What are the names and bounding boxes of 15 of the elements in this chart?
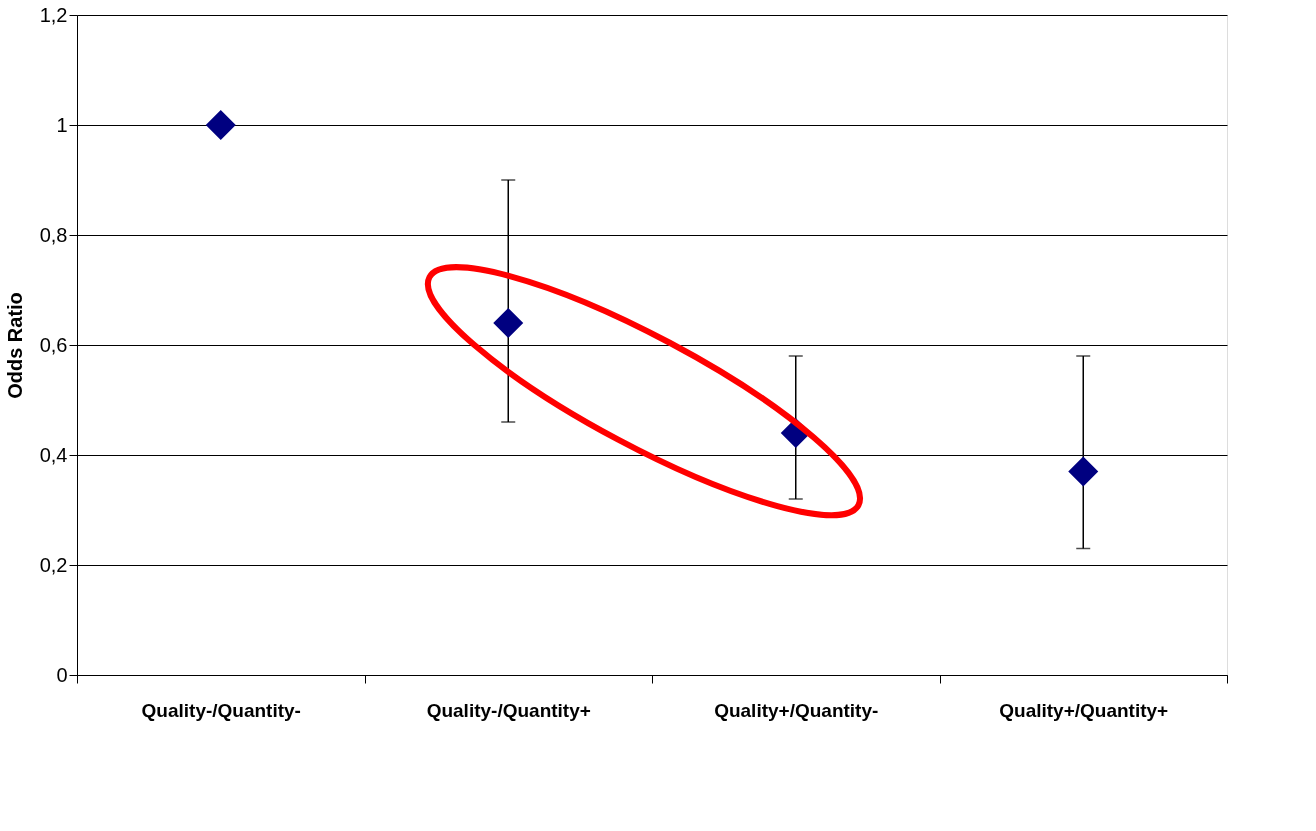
x-tick-label: Quality-/Quantity+ bbox=[426, 699, 591, 721]
y-axis-title: Odds Ratio bbox=[3, 292, 26, 399]
point bbox=[1068, 456, 1099, 487]
x-tick-label: Quality+/Quantity+ bbox=[999, 699, 1169, 721]
x-tick-label: Quality+/Quantity- bbox=[714, 699, 879, 721]
point bbox=[493, 308, 524, 338]
x-tick-label: Quality-/Quantity- bbox=[141, 699, 301, 721]
y-tick-label: 0,2 bbox=[39, 553, 68, 576]
y-tick-label: 0 bbox=[56, 663, 68, 686]
y-tick-label: 0,8 bbox=[39, 223, 68, 246]
y-tick-label: 1 bbox=[56, 113, 68, 136]
y-tick-label: 0,4 bbox=[39, 443, 68, 466]
point bbox=[205, 110, 236, 140]
y-tick-label: 1,2 bbox=[39, 3, 68, 26]
y-tick-label: 0,6 bbox=[39, 333, 68, 356]
